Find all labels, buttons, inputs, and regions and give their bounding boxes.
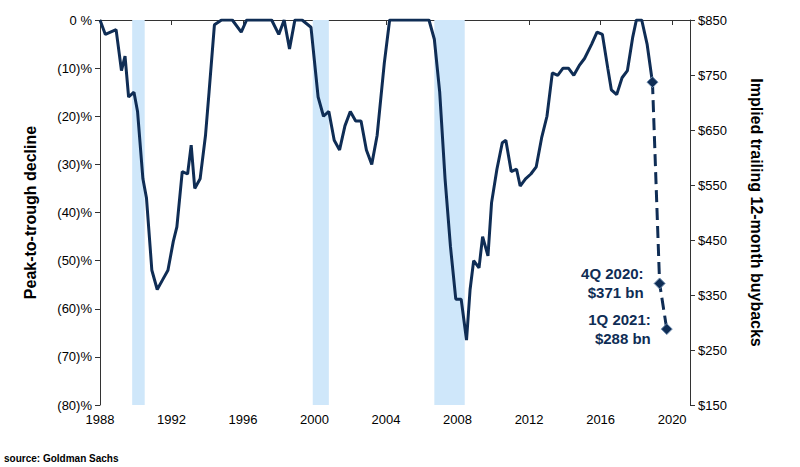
svg-text:2016: 2016 <box>586 412 615 427</box>
svg-text:$371 bn: $371 bn <box>588 284 644 301</box>
svg-text:$450: $450 <box>698 233 727 248</box>
svg-text:(20)%: (20)% <box>57 109 92 124</box>
svg-text:2004: 2004 <box>372 412 401 427</box>
svg-text:(60)%: (60)% <box>57 301 92 316</box>
svg-text:Implied trailing 12-month buyb: Implied trailing 12-month buybacks <box>748 78 765 347</box>
svg-text:$250: $250 <box>698 343 727 358</box>
svg-text:$350: $350 <box>698 288 727 303</box>
svg-text:$550: $550 <box>698 178 727 193</box>
svg-text:(80)%: (80)% <box>57 398 92 413</box>
svg-text:Peak-to-trough decline: Peak-to-trough decline <box>22 126 39 299</box>
svg-text:0 %: 0 % <box>70 13 93 28</box>
svg-text:1Q 2021:: 1Q 2021: <box>588 311 651 328</box>
svg-text:source: Goldman Sachs: source: Goldman Sachs <box>4 453 119 464</box>
svg-text:2020: 2020 <box>658 412 687 427</box>
svg-text:(40)%: (40)% <box>57 205 92 220</box>
svg-text:1996: 1996 <box>229 412 258 427</box>
svg-text:2000: 2000 <box>300 412 329 427</box>
svg-text:1988: 1988 <box>86 412 115 427</box>
svg-text:$650: $650 <box>698 123 727 138</box>
svg-text:2012: 2012 <box>515 412 544 427</box>
svg-text:$288 bn: $288 bn <box>595 330 651 347</box>
svg-text:(10)%: (10)% <box>57 61 92 76</box>
svg-text:(30)%: (30)% <box>57 157 92 172</box>
svg-text:(50)%: (50)% <box>57 253 92 268</box>
svg-text:$750: $750 <box>698 68 727 83</box>
svg-text:$850: $850 <box>698 13 727 28</box>
svg-text:1992: 1992 <box>157 412 186 427</box>
svg-text:2008: 2008 <box>443 412 472 427</box>
svg-text:4Q 2020:: 4Q 2020: <box>581 265 644 282</box>
svg-text:$150: $150 <box>698 398 727 413</box>
svg-text:(70)%: (70)% <box>57 349 92 364</box>
